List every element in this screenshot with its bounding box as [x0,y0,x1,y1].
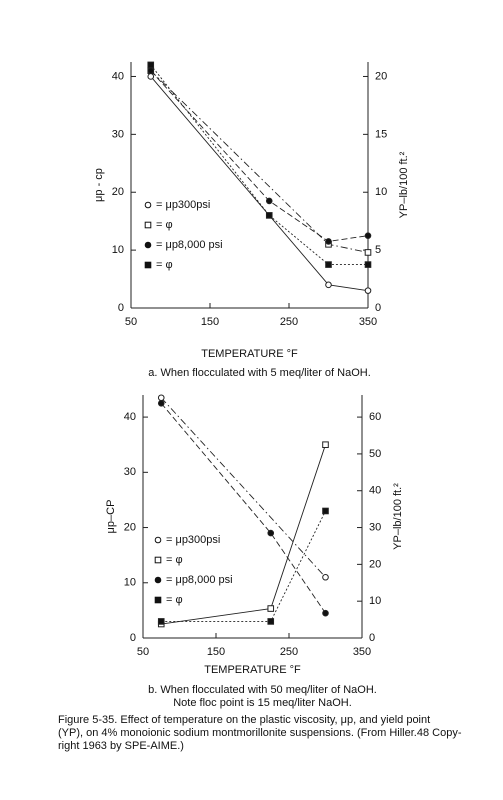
subtitle: b. When flocculated with 50 meq/liter of… [148,684,377,696]
x-tick-label: 350 [359,316,377,328]
x-tick-label: 50 [137,646,149,658]
point [364,232,372,239]
y-tick-label: 20 [112,186,124,198]
y-tick-label: 20 [124,521,136,533]
x-tick-label: 50 [125,316,137,328]
point [325,238,332,245]
y2-tick-label: 10 [369,595,381,607]
point [157,394,165,402]
legend-marker [154,536,162,544]
subtitle: Note floc point is 15 meq/liter NaOH. [173,697,352,709]
caption: Figure 5-35. Effect of temperature on th… [58,714,430,726]
caption: (YP), on 4% monoionic sodium montmorillo… [58,727,462,739]
point [265,197,273,205]
y2-tick-label: 15 [375,128,387,140]
point [364,249,372,256]
point [322,609,329,617]
legend-marker [144,221,152,229]
legend-marker [144,261,152,269]
legend-marker [154,556,162,564]
legend-label: = φ [156,219,173,231]
y-tick-label: 30 [112,128,124,140]
legend-marker [144,201,152,209]
point [147,73,155,80]
y2-tick-label: 40 [369,485,381,497]
subtitle: a. When flocculated with 5 meq/liter of … [148,367,371,379]
caption: right 1963 by SPE-AIME.) [58,740,184,752]
y2-tick-label: 20 [369,558,381,570]
y-axis-label: μp–CP [105,500,117,534]
y2-tick-label: 30 [369,521,381,533]
legend-label: = μp300psi [156,199,210,211]
legend-label: = φ [166,594,183,606]
y-tick-label: 40 [112,70,124,82]
point [322,507,329,515]
series-line [150,76,369,292]
y2-tick-label: 20 [375,70,387,82]
point [322,573,329,581]
y2-axis-label: YP–lb/100 ft.² [392,483,404,550]
x-tick-label: 150 [201,316,219,328]
x-tick-label: 150 [207,646,225,658]
series-line [150,70,369,253]
point [325,261,332,268]
y-axis-label: μp - cp [93,168,105,202]
point [267,529,275,537]
y-tick-label: 0 [118,302,124,314]
series-line [160,402,326,614]
legend-marker [154,596,162,604]
y2-tick-label: 5 [375,244,381,256]
series-line [161,510,326,622]
x-axis-label: TEMPERATURE °F [201,348,298,360]
point [267,618,275,625]
point [265,212,273,219]
series-line [150,64,368,266]
point [325,281,332,289]
legend-marker [154,576,162,584]
y-tick-label: 10 [112,244,124,256]
x-tick-label: 250 [280,646,298,658]
point [147,67,155,74]
x-axis-label: TEMPERATURE °F [204,664,301,676]
series-line [160,397,326,578]
legend-label: = μp300psi [166,534,220,546]
point [147,61,155,69]
y2-tick-label: 50 [369,448,381,460]
point [364,287,372,294]
legend-label: = μp8,000 psi [166,574,233,586]
point [267,605,275,612]
point [157,618,165,625]
y-tick-label: 10 [124,577,136,589]
legend-label: = μp8,000 psi [156,239,223,251]
y2-tick-label: 60 [369,411,381,423]
x-tick-label: 250 [280,316,298,328]
y-tick-label: 0 [130,632,136,644]
y2-axis-label: YP–lb/100 ft.² [398,151,410,218]
x-tick-label: 350 [353,646,371,658]
legend-label: = φ [156,259,173,271]
y-tick-label: 30 [124,466,136,478]
y2-tick-label: 10 [375,186,387,198]
point [322,441,329,449]
y-tick-label: 40 [124,411,136,423]
legend-marker [144,241,152,249]
legend-label: = φ [166,554,183,566]
point [157,399,165,407]
y2-tick-label: 0 [375,302,381,314]
series-line [150,70,369,242]
y2-tick-label: 0 [369,632,375,644]
point [364,261,372,268]
